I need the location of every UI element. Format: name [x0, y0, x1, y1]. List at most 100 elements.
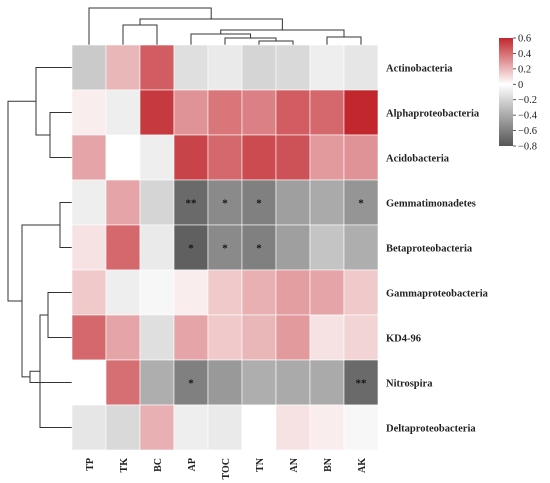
heatmap-cell: [207, 359, 243, 406]
heatmap-cell: [207, 404, 243, 451]
heatmap-cell: [139, 359, 175, 406]
heatmap-cell: [309, 89, 345, 136]
row-label: Alphaproteobacteria: [386, 109, 480, 120]
color-scale-tick-label: 0.6: [518, 34, 531, 45]
significance-mark: **: [186, 198, 198, 210]
dendrogram-branch: [35, 67, 72, 136]
color-scale-tick-label: −0.4: [518, 111, 538, 122]
heatmap-cell: [71, 359, 107, 406]
heatmap-cell: [71, 134, 107, 181]
heatmap-cell: [343, 359, 379, 406]
heatmap-cell: [275, 44, 311, 91]
dendrogram-branch: [49, 112, 72, 158]
significance-mark: *: [256, 243, 262, 255]
heatmap-cell: [309, 224, 345, 271]
heatmap-cell: [173, 44, 209, 91]
row-labels: Actinobacteria Alphaproteobacteria Acidoba…: [386, 64, 489, 435]
heatmap-cell: [173, 134, 209, 181]
row-label: Acidobacteria: [386, 154, 450, 165]
heatmap-cell: [139, 44, 175, 91]
dendrogram-branch: [139, 18, 283, 30]
heatmap-cell: [343, 404, 379, 451]
color-scale-bar: [499, 38, 513, 146]
color-scale-tick-label: −0.8: [518, 142, 537, 153]
heatmap-cell: [343, 134, 379, 181]
heatmap-cell: [309, 179, 345, 226]
significance-mark: **: [356, 378, 368, 390]
heatmap-cell: [275, 314, 311, 361]
row-label: Actinobacteria: [386, 64, 453, 75]
heatmap-cell: [173, 314, 209, 361]
row-label: Deltaproteobacteria: [386, 424, 476, 435]
dendrogram-branch: [190, 33, 251, 45]
heatmap-cell: [309, 44, 345, 91]
row-label: Betaproteobacteria: [386, 244, 473, 255]
color-scale-tick-label: 0: [518, 80, 523, 91]
heatmap-cell: [207, 269, 243, 316]
heatmap-cell: [309, 134, 345, 181]
significance-mark: *: [188, 378, 194, 390]
heatmap-cell: [343, 89, 379, 136]
heatmap-cell: [139, 269, 175, 316]
significance-mark: *: [222, 243, 228, 255]
heatmap-cell: [139, 179, 175, 226]
heatmap-cell: [207, 89, 243, 136]
heatmap-cell: [173, 404, 209, 451]
heatmap-cell: [139, 314, 175, 361]
heatmap-cell: [173, 359, 209, 406]
column-label: BN: [323, 457, 334, 472]
heatmap-cell: [309, 314, 345, 361]
dendrogram-branch: [39, 314, 72, 428]
column-label: AK: [357, 458, 368, 473]
heatmap-cell: [309, 269, 345, 316]
color-scale-legend: 0.6 0.4 0.2 0 −0.2 −0.4 −0.6 −0.8: [499, 34, 538, 153]
column-label: TOC: [221, 458, 232, 480]
heatmap-cell: [241, 134, 277, 181]
heatmap-cell: [71, 224, 107, 271]
heatmap-cell: [275, 179, 311, 226]
heatmap-cell: [309, 359, 345, 406]
row-dendrogram: [7, 67, 72, 428]
heatmap-cell: [71, 404, 107, 451]
heatmap-cell: [275, 404, 311, 451]
heatmap-cell: [173, 179, 209, 226]
heatmap-cell: [105, 404, 141, 451]
heatmap-cell: [71, 89, 107, 136]
column-label: TP: [85, 458, 96, 471]
heatmap-cell: [343, 179, 379, 226]
heatmap-cell: [275, 89, 311, 136]
heatmap-cell: [309, 404, 345, 451]
dendrogram-branch: [258, 40, 294, 45]
heatmap-cell: [343, 314, 379, 361]
heatmap-cell: [105, 179, 141, 226]
column-dendrogram: [88, 7, 362, 45]
heatmap-cell: [71, 269, 107, 316]
heatmap-cell: [275, 134, 311, 181]
heatmap-cell: [173, 269, 209, 316]
heatmap-cell: [343, 224, 379, 271]
significance-mark: *: [222, 198, 228, 210]
heatmap-cell: [71, 44, 107, 91]
heatmap-cell: [207, 44, 243, 91]
dendrogram-branch: [29, 370, 72, 383]
dendrogram-branch: [7, 100, 36, 302]
column-label: AP: [187, 458, 198, 471]
dendrogram-branch: [88, 7, 212, 45]
dendrogram-branch: [59, 202, 72, 248]
heatmap-cell: [241, 359, 277, 406]
heatmap-cell: [105, 269, 141, 316]
heatmap-cell: [207, 134, 243, 181]
heatmap-cell: [173, 89, 209, 136]
column-label: TN: [255, 457, 266, 472]
heatmap-cell: [343, 269, 379, 316]
heatmap-cell: [241, 404, 277, 451]
heatmap-cell: [105, 44, 141, 91]
heatmap-cell: [105, 89, 141, 136]
heatmap-cell: [71, 179, 107, 226]
significance-mark: *: [358, 198, 364, 210]
significance-mark: *: [188, 243, 194, 255]
row-label: Gemmatimonadetes: [386, 199, 476, 210]
color-scale-tick-label: −0.6: [518, 126, 537, 137]
significance-mark: *: [256, 198, 262, 210]
